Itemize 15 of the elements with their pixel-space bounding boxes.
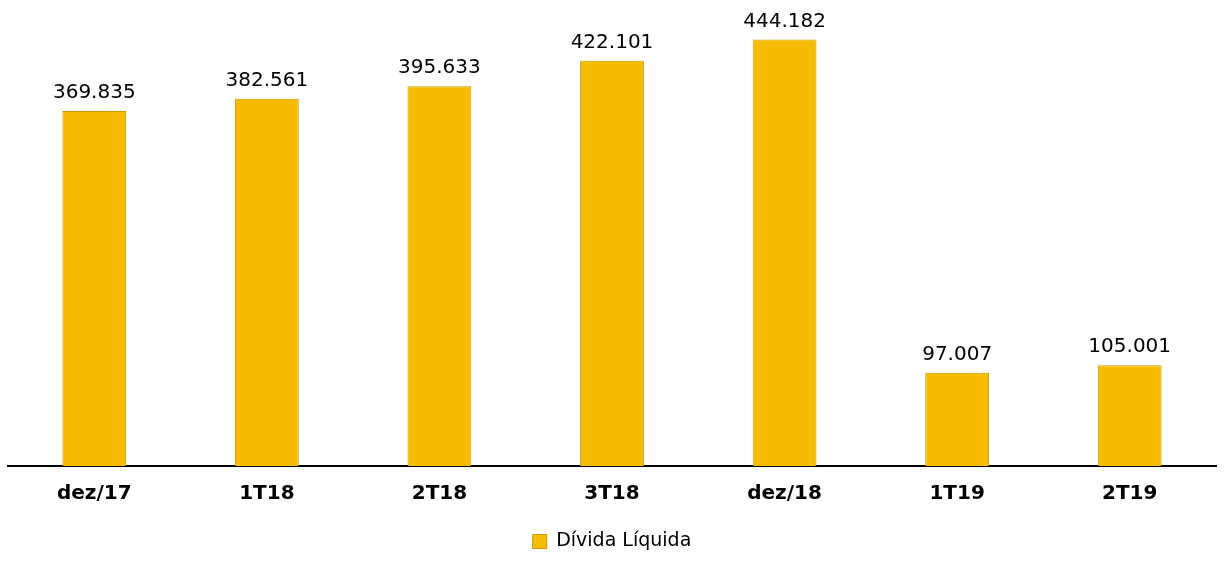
data-label: 444.182	[743, 7, 826, 32]
x-tick-label: 1T18	[239, 480, 295, 505]
data-label: 422.101	[570, 28, 654, 53]
legend-label: Dívida Líquida	[556, 528, 692, 551]
x-tick-label: 2T18	[411, 480, 468, 505]
data-label: 97.007	[922, 341, 993, 366]
x-tick-label: 2T19	[1102, 480, 1158, 505]
x-tick-label: 1T19	[929, 480, 985, 505]
data-label: 369.835	[52, 79, 136, 104]
x-tick-label: dez/17	[56, 480, 132, 505]
data-label: 395.633	[398, 54, 481, 79]
data-label: 105.001	[1088, 333, 1172, 358]
data-label: 382.561	[225, 66, 309, 91]
x-tick-label: dez/18	[747, 480, 822, 505]
x-tick-label: 3T18	[584, 480, 640, 505]
